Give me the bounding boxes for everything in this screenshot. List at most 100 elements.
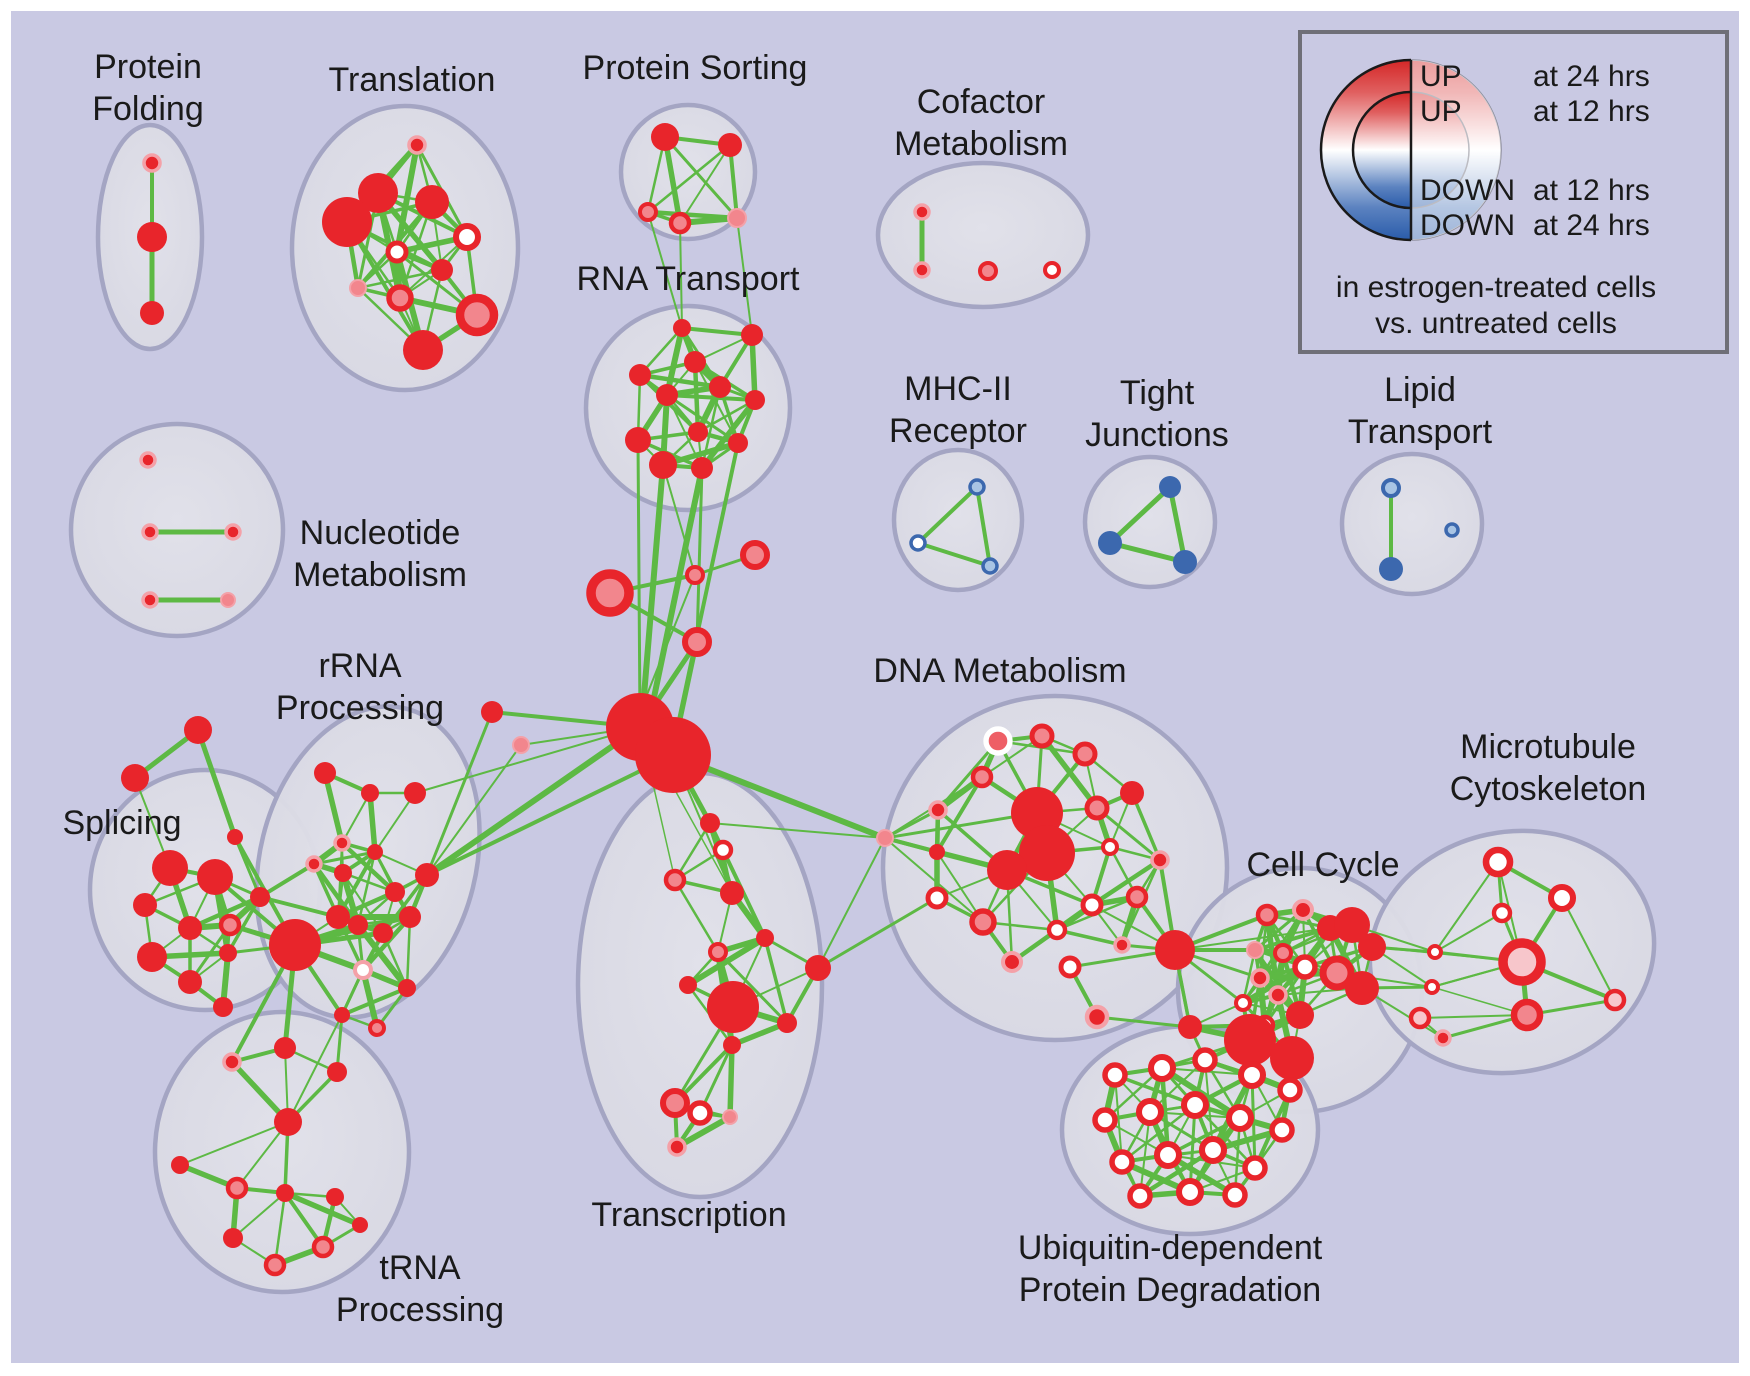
node-r — [756, 929, 774, 947]
module-label-protein-sorting: Protein Sorting — [583, 49, 808, 87]
nodes-rna-transport — [625, 319, 765, 479]
node-r — [709, 376, 731, 398]
node-r — [314, 762, 336, 784]
edge — [287, 1014, 343, 1123]
node-bl — [981, 557, 999, 575]
module-label-lipid-transport: Lipid — [1384, 371, 1456, 409]
module-ellipse-mhc-ii-receptor — [891, 447, 1025, 593]
legend-donut-outline-inner — [1351, 90, 1412, 210]
edge — [716, 950, 789, 1025]
node-r — [1286, 1001, 1314, 1029]
edge — [1120, 1103, 1197, 1164]
edge — [679, 144, 731, 224]
node-r — [227, 829, 243, 845]
node-r — [197, 859, 233, 895]
node-r — [1334, 907, 1370, 943]
node-bl — [1444, 522, 1460, 538]
node-r — [326, 905, 350, 929]
node-r — [385, 882, 405, 902]
node-r — [1155, 930, 1195, 970]
node-r — [398, 979, 416, 997]
node-r — [805, 955, 831, 981]
edge — [233, 835, 262, 899]
edge — [663, 135, 739, 220]
node-b — [1379, 557, 1403, 581]
node-rp — [455, 293, 499, 337]
module-label-microtubule-cytoskeleton: Microtubule — [1460, 728, 1636, 766]
node-rw — [1424, 979, 1440, 995]
node-wr — [983, 726, 1013, 756]
node-r — [700, 813, 720, 833]
node-r — [679, 976, 697, 994]
node-rp — [386, 284, 414, 312]
nodes-translation — [322, 135, 499, 370]
module-label-rna-transport: RNA Transport — [577, 260, 801, 298]
edge — [1055, 928, 1124, 947]
node-rw — [1491, 902, 1513, 924]
module-label-nucleotide-metabolism: Metabolism — [293, 556, 467, 594]
node-rw — [1175, 1177, 1205, 1207]
edge — [695, 466, 704, 644]
node-b — [1173, 550, 1197, 574]
node-r — [184, 716, 212, 744]
edge — [336, 850, 377, 919]
node-rw — [1192, 1047, 1218, 1073]
node-rw — [1427, 944, 1443, 960]
node-pr — [1000, 950, 1024, 974]
node-r — [171, 1156, 189, 1174]
node-pp — [727, 208, 747, 228]
edge — [226, 895, 262, 955]
module-label-ubiquitin-degradation: Ubiquitin-dependent — [1018, 1229, 1323, 1267]
edge — [1095, 1015, 1192, 1029]
node-r — [684, 351, 706, 373]
node-pr — [913, 261, 931, 279]
edges-mhc-ii-receptor — [916, 485, 992, 568]
node-r — [133, 893, 157, 917]
node-r — [415, 863, 439, 887]
edge — [665, 393, 757, 402]
node-bl — [1381, 478, 1401, 498]
node-pp — [512, 736, 530, 754]
node-r — [673, 319, 691, 337]
legend-donut-outline-outer — [1319, 58, 1412, 242]
edge — [763, 936, 789, 1025]
legend-time-label: at 24 hrs — [1533, 209, 1650, 242]
node-pr — [1084, 1004, 1110, 1030]
edge — [664, 325, 685, 398]
module-label-protein-folding: Folding — [92, 90, 204, 128]
node-pr — [224, 523, 242, 541]
module-ellipse-lipid-transport — [1339, 451, 1485, 597]
edge — [341, 792, 371, 844]
node-rp — [1319, 955, 1355, 991]
edge — [1137, 1147, 1216, 1199]
edge — [1167, 484, 1188, 565]
edge — [936, 851, 984, 923]
node-r — [137, 942, 167, 972]
module-label-cell-cycle: Cell Cycle — [1246, 846, 1399, 884]
node-r — [691, 457, 713, 479]
edge — [916, 541, 992, 568]
node-rw — [452, 222, 482, 252]
edge — [179, 1121, 289, 1166]
node-rw — [1043, 261, 1061, 279]
node-rw — [385, 240, 409, 264]
node-r — [178, 916, 202, 940]
edge — [817, 837, 886, 969]
edge — [1130, 791, 1162, 862]
node-rp — [978, 261, 998, 281]
node-pr — [333, 834, 351, 852]
edge — [1139, 1111, 1151, 1197]
edge — [1434, 861, 1499, 953]
node-rpp — [1498, 938, 1546, 986]
node-rp — [663, 868, 687, 892]
node-r — [929, 844, 945, 860]
legend: UP at 24 hrs UP at 12 hrs DOWN at 12 hrs DOWN a… — [1298, 30, 1729, 354]
edge — [639, 574, 696, 713]
node-rw — [1147, 1053, 1177, 1083]
node-rpp — [1603, 988, 1627, 1012]
node-rp — [218, 913, 242, 937]
module-label-tight-junctions: Junctions — [1085, 416, 1229, 454]
node-rw — [1101, 838, 1119, 856]
node-rw — [1180, 1090, 1210, 1120]
node-rp — [586, 569, 634, 617]
